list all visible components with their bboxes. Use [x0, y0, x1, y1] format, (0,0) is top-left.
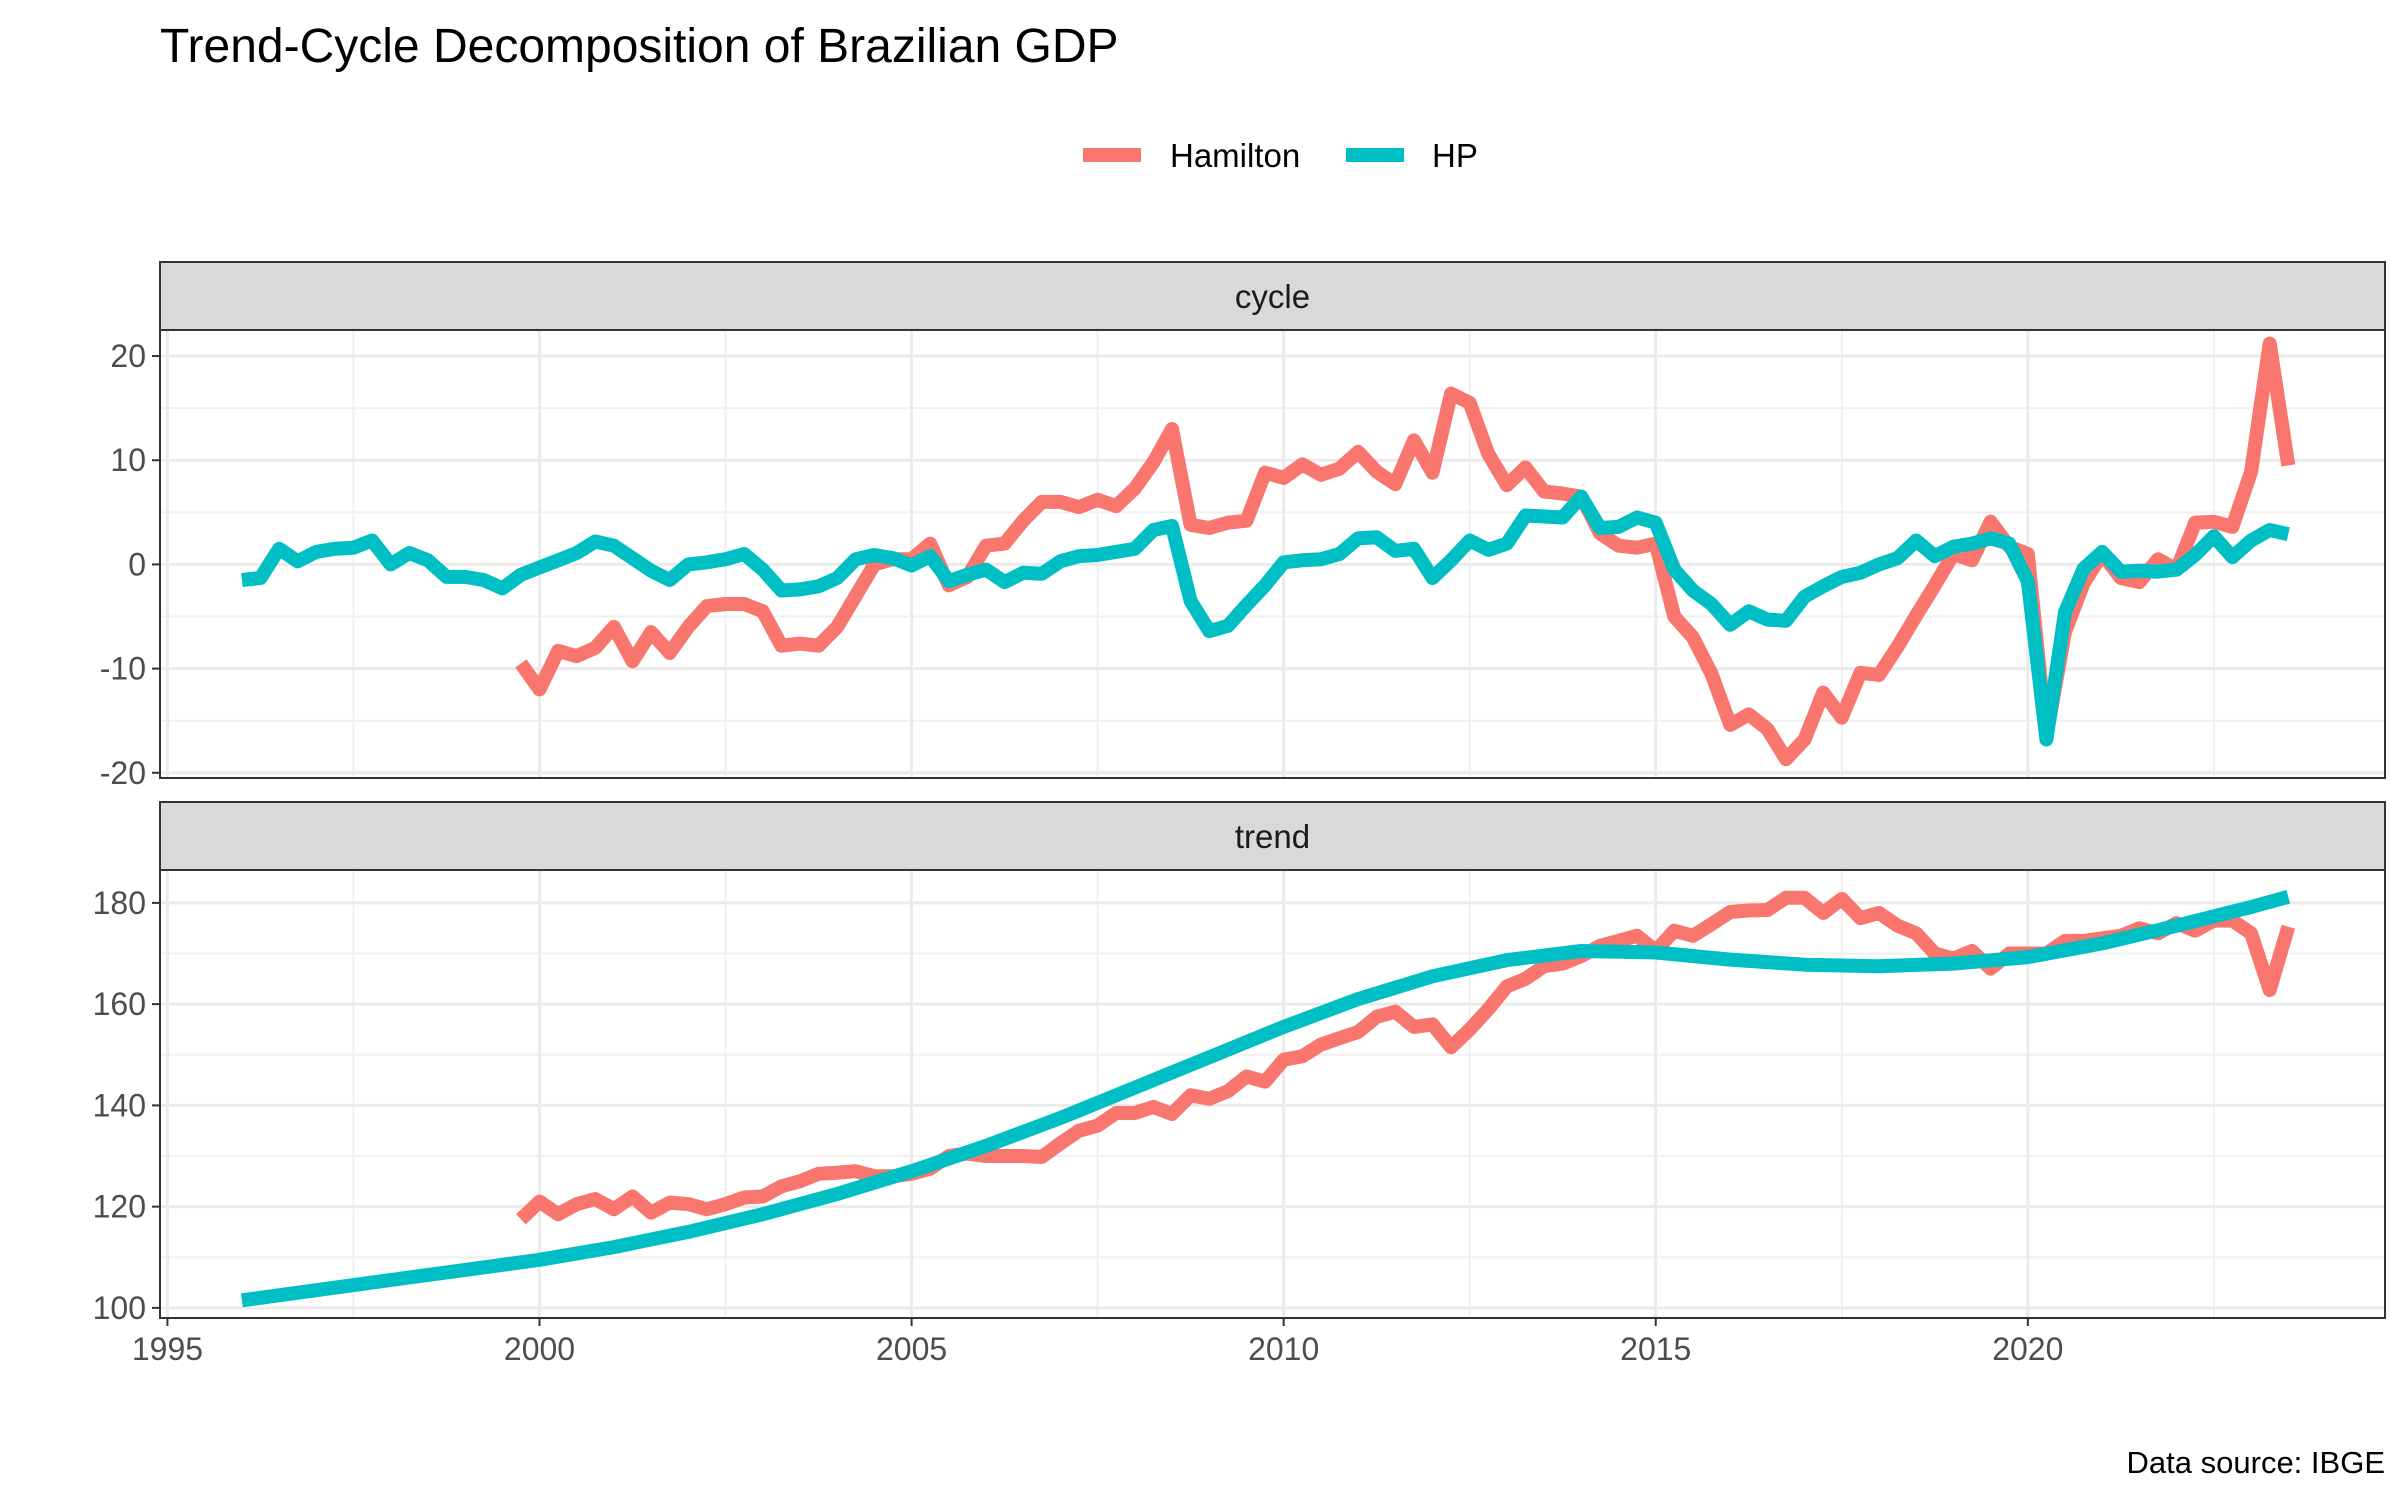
series-line-hamilton-cycle — [515, 336, 2296, 767]
gridlines-trend — [160, 870, 2385, 1318]
x-tick-label: 2000 — [504, 1331, 575, 1367]
y-tick-label: 0 — [128, 546, 146, 582]
panel-border-cycle — [159, 329, 2386, 779]
series-line-hp-trend — [240, 890, 2291, 1308]
x-tick-label: 2020 — [1992, 1331, 2063, 1367]
x-tick-label: 2010 — [1248, 1331, 1319, 1367]
legend-label-hp: HP — [1432, 137, 1478, 174]
chart-title: Trend-Cycle Decomposition of Brazilian G… — [160, 20, 1119, 73]
x-tick-label: 1995 — [132, 1331, 203, 1367]
strip-label-trend: trend — [1235, 818, 1310, 855]
y-tick-label: 140 — [93, 1087, 146, 1123]
y-tick-label: 10 — [110, 442, 146, 478]
panel-border-trend — [159, 869, 2386, 1319]
x-tick-label: 2005 — [876, 1331, 947, 1367]
y-tick-label: -20 — [100, 755, 146, 791]
strip-cycle — [159, 261, 2386, 331]
y-tick-label: 120 — [93, 1189, 146, 1225]
series-line-hp-cycle — [241, 489, 2290, 747]
strip-trend — [159, 801, 2386, 871]
panel-trend: trend 180 160 140 120 100 — [93, 801, 2386, 1326]
y-tick-label: 20 — [110, 338, 146, 374]
strip-label-cycle: cycle — [1235, 278, 1310, 315]
legend-label-hamilton: Hamilton — [1170, 137, 1300, 174]
panel-background-trend — [160, 870, 2385, 1318]
x-axis: 1995 2000 2005 2010 2015 2020 — [132, 1318, 2063, 1367]
y-tick-label: 180 — [93, 885, 146, 921]
chart-caption: Data source: IBGE — [2127, 1445, 2385, 1480]
x-tick-label: 2015 — [1620, 1331, 1691, 1367]
legend: Hamilton HP — [1083, 137, 1478, 174]
y-tick-label: 160 — [93, 986, 146, 1022]
panel-cycle: cycle 20 10 0 -10 -20 — [100, 261, 2386, 791]
y-tick-label: 100 — [93, 1290, 146, 1326]
y-tick-label: -10 — [100, 651, 146, 687]
